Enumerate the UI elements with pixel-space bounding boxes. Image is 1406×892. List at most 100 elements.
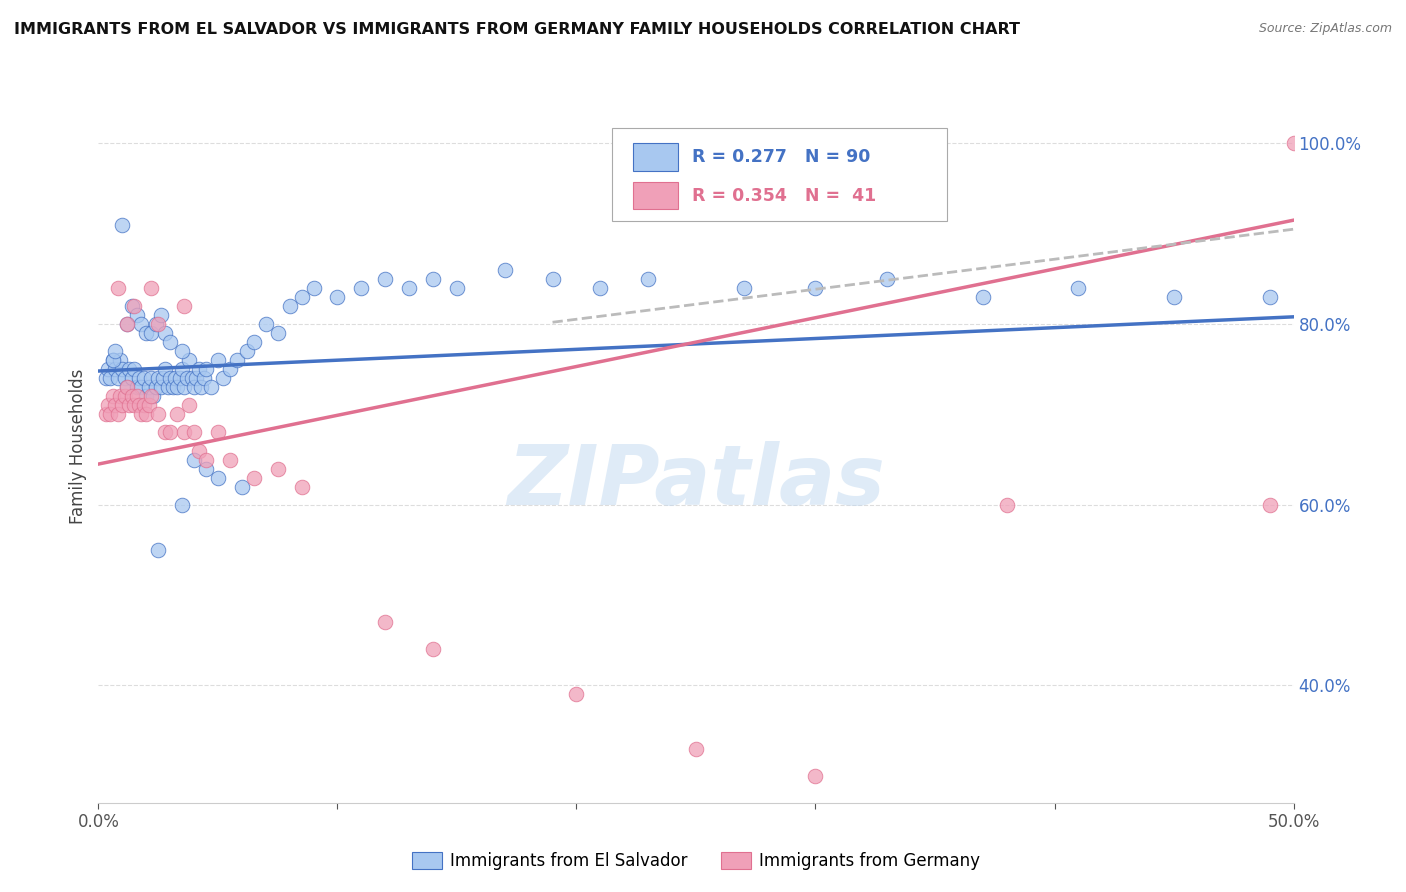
Point — [219, 452, 242, 467]
Point — [291, 480, 314, 494]
Point — [111, 218, 134, 232]
Point — [115, 317, 138, 331]
Point — [194, 461, 218, 475]
Point — [422, 642, 444, 657]
Point — [1067, 281, 1090, 295]
Point — [101, 389, 124, 403]
Point — [173, 380, 195, 394]
Point — [565, 687, 588, 701]
Point — [98, 371, 122, 385]
Point — [422, 272, 444, 286]
Point — [211, 371, 233, 385]
Point — [131, 380, 153, 394]
Point — [149, 380, 172, 394]
Point — [302, 281, 325, 295]
Point — [139, 371, 162, 385]
Point — [291, 290, 314, 304]
Point — [152, 371, 174, 385]
Legend: Immigrants from El Salvador, Immigrants from Germany: Immigrants from El Salvador, Immigrants … — [405, 845, 987, 877]
Point — [138, 398, 160, 412]
Point — [155, 362, 177, 376]
Point — [98, 408, 122, 422]
Point — [159, 425, 181, 440]
FancyBboxPatch shape — [633, 144, 678, 170]
Point — [278, 299, 301, 313]
Point — [169, 371, 191, 385]
Point — [104, 362, 127, 376]
Point — [176, 371, 198, 385]
Point — [159, 371, 181, 385]
Point — [138, 380, 160, 394]
Point — [589, 281, 612, 295]
Point — [124, 398, 146, 412]
Point — [972, 290, 994, 304]
Point — [94, 371, 117, 385]
Point — [135, 389, 157, 403]
Point — [541, 272, 564, 286]
Point — [94, 408, 117, 422]
Point — [173, 425, 195, 440]
Point — [131, 408, 153, 422]
Text: R = 0.354   N =  41: R = 0.354 N = 41 — [692, 186, 876, 204]
Point — [267, 461, 290, 475]
Point — [159, 335, 181, 350]
Point — [166, 380, 188, 394]
Point — [186, 371, 208, 385]
Point — [108, 389, 131, 403]
Point — [374, 272, 396, 286]
Point — [446, 281, 468, 295]
Point — [124, 299, 146, 313]
Point — [685, 741, 707, 756]
Point — [1258, 290, 1281, 304]
Point — [114, 389, 136, 403]
Point — [125, 308, 148, 322]
Point — [194, 362, 218, 376]
Point — [114, 371, 136, 385]
Point — [149, 308, 172, 322]
Point — [108, 353, 131, 368]
Point — [350, 281, 373, 295]
Point — [131, 317, 153, 331]
Point — [173, 299, 195, 313]
Point — [374, 615, 396, 629]
Point — [207, 353, 229, 368]
Point — [162, 380, 184, 394]
Point — [267, 326, 290, 340]
Y-axis label: Family Households: Family Households — [69, 368, 87, 524]
Point — [187, 443, 209, 458]
Point — [121, 299, 143, 313]
Point — [804, 769, 827, 783]
Point — [104, 344, 127, 359]
Point — [97, 398, 120, 412]
Point — [101, 353, 124, 368]
Point — [115, 380, 138, 394]
Point — [104, 398, 127, 412]
Point — [995, 498, 1018, 512]
Point — [101, 353, 124, 368]
Point — [148, 371, 170, 385]
Point — [179, 353, 201, 368]
Point — [115, 317, 138, 331]
Point — [254, 317, 277, 331]
Point — [107, 371, 129, 385]
Point — [124, 362, 146, 376]
Point — [166, 408, 188, 422]
Point — [163, 371, 186, 385]
Point — [155, 425, 177, 440]
Point — [139, 281, 162, 295]
Point — [231, 480, 253, 494]
Text: IMMIGRANTS FROM EL SALVADOR VS IMMIGRANTS FROM GERMANY FAMILY HOUSEHOLDS CORRELA: IMMIGRANTS FROM EL SALVADOR VS IMMIGRANT… — [14, 22, 1021, 37]
Point — [118, 362, 141, 376]
Point — [125, 389, 148, 403]
Point — [118, 398, 141, 412]
Point — [172, 498, 194, 512]
Point — [148, 542, 170, 557]
Point — [128, 371, 150, 385]
Point — [180, 371, 202, 385]
Point — [142, 389, 165, 403]
Point — [187, 362, 209, 376]
Text: ZIPatlas: ZIPatlas — [508, 442, 884, 522]
Point — [111, 362, 134, 376]
Point — [183, 452, 205, 467]
Point — [194, 452, 218, 467]
